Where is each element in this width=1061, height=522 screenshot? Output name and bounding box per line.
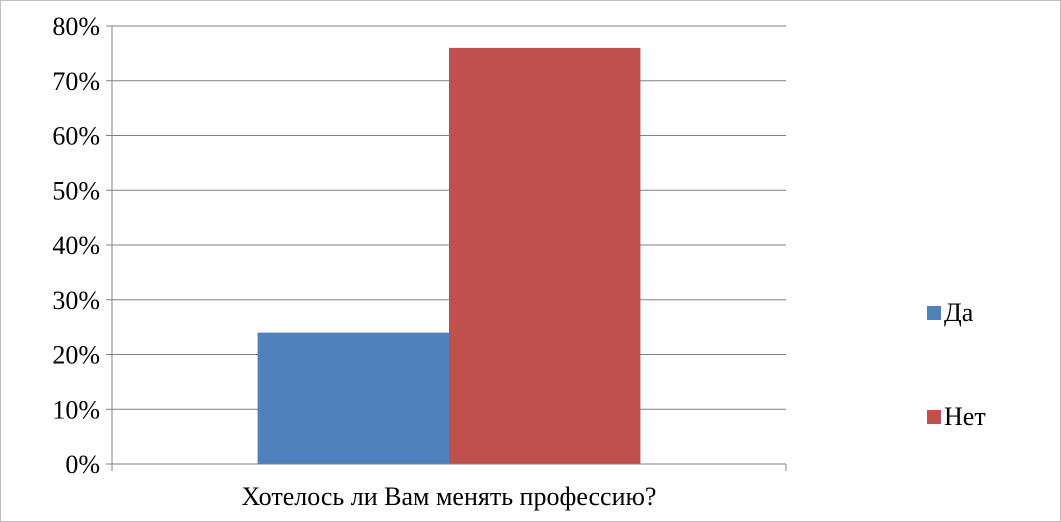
y-tick-label: 20% xyxy=(52,341,100,370)
axes xyxy=(111,26,786,465)
y-tick-label: 10% xyxy=(52,395,100,424)
y-tick-label: 80% xyxy=(52,12,100,41)
x-tick-marks xyxy=(111,464,787,471)
y-tick-label: 60% xyxy=(52,122,100,151)
legend-swatch xyxy=(927,410,941,424)
legend-label: Да xyxy=(944,298,974,327)
y-tick-label: 50% xyxy=(52,176,100,205)
y-tick-label: 30% xyxy=(52,286,100,315)
y-tick-label: 40% xyxy=(52,231,100,260)
legend-label: Нет xyxy=(944,402,986,431)
y-tick-label: 70% xyxy=(52,67,100,96)
y-tick-labels: 0% 10% 20% 30% 40% 50% 60% 70% 80% xyxy=(52,12,100,479)
legend: Да Нет xyxy=(927,298,986,431)
category-label: Хотелось ли Вам менять профессию? xyxy=(242,482,657,511)
category-labels: Хотелось ли Вам менять профессию? xyxy=(242,482,657,511)
bar-da xyxy=(257,332,449,464)
y-tick-label: 0% xyxy=(65,450,100,479)
legend-swatch xyxy=(927,306,941,320)
bar-net xyxy=(449,47,641,465)
bars xyxy=(257,47,641,465)
